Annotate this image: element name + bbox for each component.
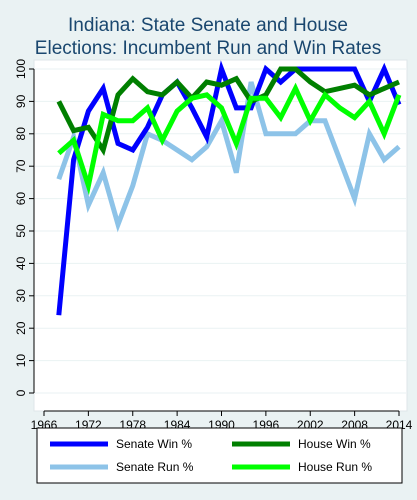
legend-label-house-run: House Run % (298, 460, 372, 474)
series-lines (56, 60, 402, 316)
legend-label-house-win: House Win % (298, 437, 371, 451)
y-tick-label-60: 60 (14, 192, 28, 206)
series-line-senate-run (56, 81, 401, 233)
legend-label-senate-run: Senate Run % (116, 460, 194, 474)
y-tick-label-40: 40 (14, 256, 28, 270)
legend-label-senate-win: Senate Win % (116, 437, 192, 451)
series-line-house-run (57, 82, 402, 196)
y-tick-label-70: 70 (14, 159, 28, 173)
chart-title-line-1: Indiana: State Senate and House (68, 15, 348, 36)
y-tick-label-0: 0 (14, 389, 28, 396)
y-tick-label-20: 20 (14, 321, 28, 335)
series-line-senate-win (56, 60, 402, 316)
y-tick-label-30: 30 (14, 289, 28, 303)
y-tick-label-50: 50 (14, 224, 28, 238)
chart-title-line-2: Elections: Incumbent Run and Win Rates (35, 38, 381, 59)
y-tick-label-90: 90 (14, 94, 28, 108)
y-tick-label-80: 80 (14, 127, 28, 141)
legend: Senate Win % House Win % Senate Run % House… (36, 427, 403, 484)
y-tick-label-10: 10 (14, 354, 28, 368)
y-tick-label-100: 100 (14, 59, 28, 79)
series-line-house-win (56, 66, 400, 157)
legend-box (36, 427, 403, 484)
